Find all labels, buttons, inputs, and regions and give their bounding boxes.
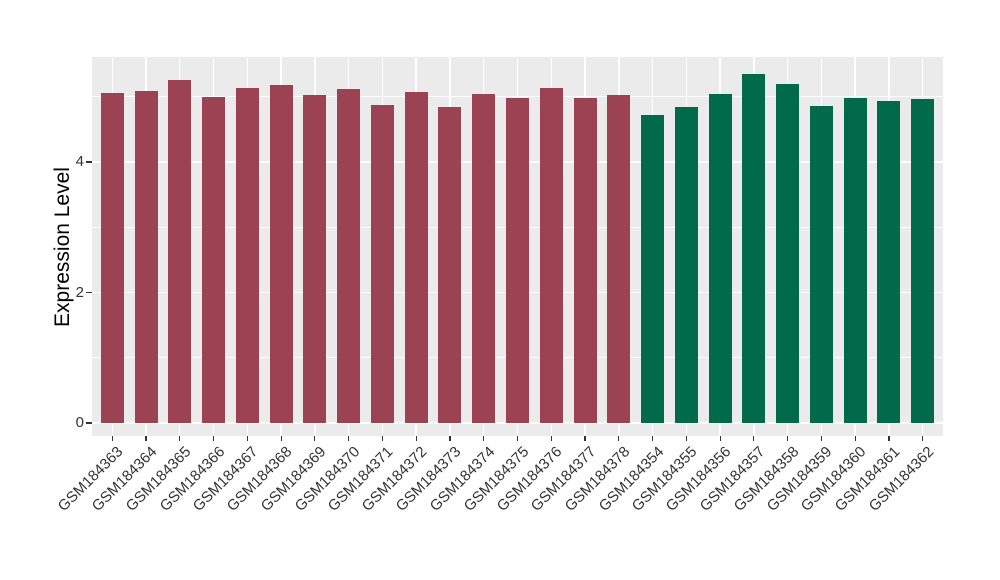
bar-GSM184362 — [911, 98, 935, 423]
x-tick-mark — [787, 436, 789, 441]
x-tick-mark — [348, 436, 350, 441]
bar-GSM184371 — [370, 104, 394, 423]
x-tick-mark — [753, 436, 755, 441]
bar-GSM184375 — [506, 98, 529, 423]
bar-GSM184365 — [168, 80, 192, 423]
bar-GSM184357 — [742, 73, 766, 423]
bar-GSM184373 — [438, 106, 462, 423]
bar-GSM184374 — [472, 94, 496, 423]
x-tick-mark — [381, 436, 383, 441]
x-tick-mark — [212, 436, 215, 441]
x-tick-mark — [145, 436, 147, 441]
bar-GSM184370 — [337, 88, 361, 423]
bar-GSM184360 — [843, 98, 867, 423]
x-tick-mark — [550, 436, 552, 441]
y-tick-mark — [86, 161, 92, 163]
y-tick-mark — [86, 291, 92, 294]
bar-GSM184377 — [573, 98, 597, 423]
bar-GSM184358 — [776, 84, 800, 423]
bar-GSM184363 — [100, 92, 124, 423]
x-tick-mark — [280, 436, 282, 441]
y-tick-label: 0 — [75, 414, 84, 431]
bar-GSM184354 — [641, 115, 665, 423]
y-tick-mark — [86, 422, 92, 424]
x-tick-mark — [179, 436, 181, 441]
x-tick-mark — [820, 436, 823, 441]
x-tick-mark — [483, 436, 485, 441]
bar-GSM184367 — [235, 87, 259, 423]
x-tick-mark — [246, 436, 248, 441]
y-axis-title: Expression Level — [51, 166, 74, 327]
bar-GSM184366 — [202, 96, 226, 423]
bar-GSM184378 — [607, 95, 631, 423]
bar-GSM184361 — [877, 101, 901, 423]
bar-GSM184369 — [303, 94, 327, 423]
y-tick-label: 4 — [75, 153, 84, 170]
x-tick-mark — [415, 436, 417, 441]
plot-area — [92, 57, 943, 436]
x-tick-mark — [516, 436, 519, 441]
x-tick-mark — [111, 436, 113, 441]
bar-GSM184368 — [269, 85, 293, 423]
bar-GSM184372 — [404, 92, 428, 423]
x-tick-mark — [685, 436, 687, 441]
x-tick-mark — [449, 436, 451, 441]
x-tick-mark — [618, 436, 620, 441]
x-tick-mark — [719, 436, 721, 441]
x-tick-mark — [314, 436, 316, 441]
bar-GSM184355 — [674, 107, 698, 423]
bar-GSM184376 — [539, 87, 563, 423]
x-tick-mark — [922, 436, 924, 441]
y-tick-label: 2 — [75, 283, 84, 301]
x-tick-mark — [854, 436, 856, 441]
x-tick-mark — [888, 436, 890, 441]
x-tick-mark — [651, 436, 654, 441]
bar-GSM184356 — [708, 94, 732, 423]
bar-GSM184364 — [134, 90, 158, 423]
x-tick-mark — [584, 436, 586, 441]
bar-GSM184359 — [809, 105, 833, 423]
